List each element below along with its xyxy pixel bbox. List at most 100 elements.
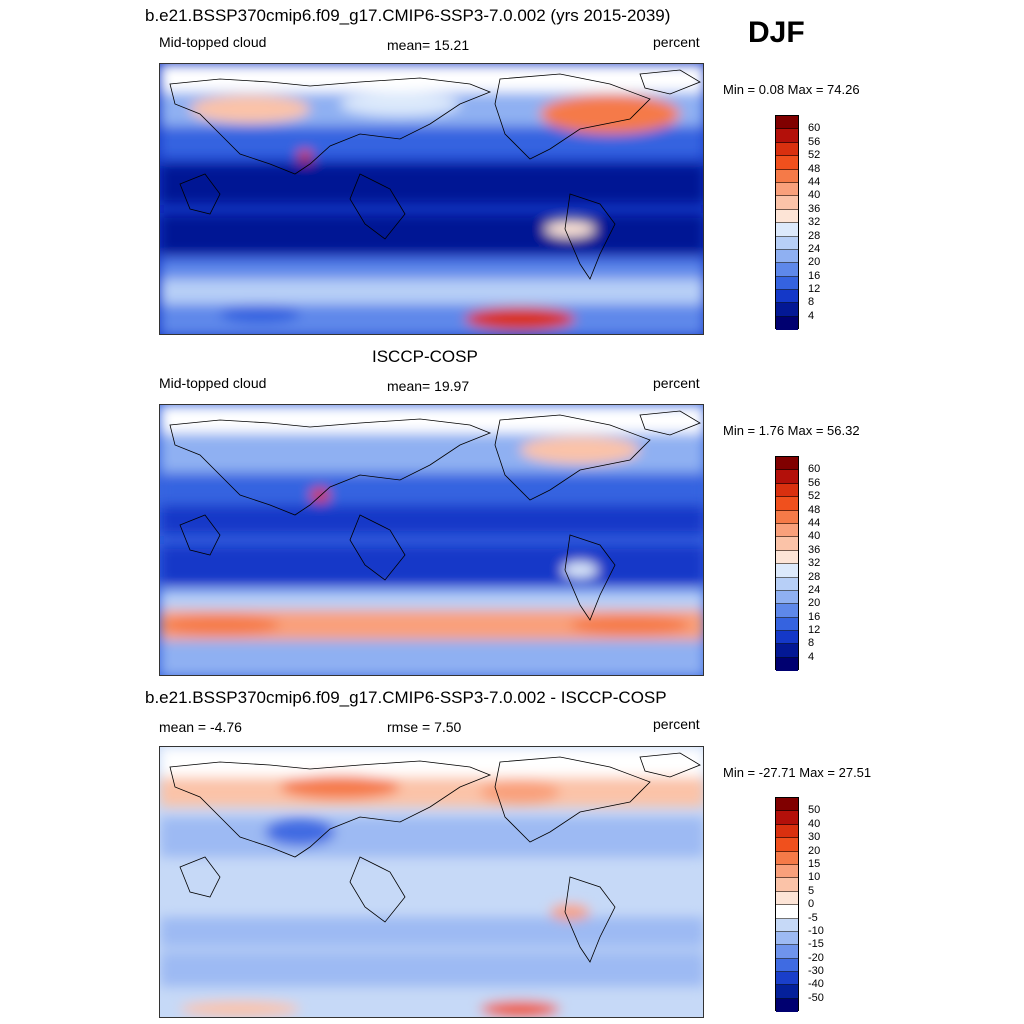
colorbar-segment [776, 236, 798, 250]
colorbar-tick-label: 52 [808, 490, 821, 502]
colorbar-segment [776, 824, 798, 839]
colorbar-segment [776, 537, 798, 551]
panel-2-map [159, 404, 704, 676]
colorbar-segment [776, 483, 798, 498]
colorbar-segment [776, 998, 798, 1013]
colorbar-tick-label: 20 [808, 845, 821, 857]
panel-1-center-label: mean= 15.21 [387, 37, 470, 53]
panel-1-colorbar [775, 115, 799, 331]
colorbar-tick-label: 32 [808, 557, 821, 569]
colorbar-tick-label: -20 [808, 952, 824, 964]
colorbar-segment [776, 182, 798, 197]
colorbar-tick-label: 52 [808, 149, 821, 161]
colorbar-segment [776, 798, 798, 812]
panel-1-title: b.e21.BSSP370cmip6.f09_g17.CMIP6-SSP3-7.… [145, 6, 671, 25]
colorbar-tick-label: 48 [808, 504, 821, 516]
colorbar-segment [776, 878, 798, 892]
panel-3-map [159, 746, 704, 1018]
colorbar-tick-label: 30 [808, 831, 821, 843]
colorbar-segment [776, 470, 798, 484]
colorbar-segment [776, 196, 798, 210]
colorbar-tick-label: 40 [808, 530, 821, 542]
colorbar-tick-label: -30 [808, 965, 824, 977]
colorbar-segment [776, 945, 798, 959]
panel-3-title: b.e21.BSSP370cmip6.f09_g17.CMIP6-SSP3-7.… [145, 688, 667, 707]
colorbar-segment [776, 604, 798, 618]
colorbar-tick-label: 15 [808, 858, 821, 870]
season-label: DJF [748, 16, 805, 49]
colorbar-tick-label: 12 [808, 283, 821, 295]
colorbar-segment [776, 891, 798, 906]
colorbar-segment [776, 276, 798, 291]
colorbar-segment [776, 249, 798, 264]
colorbar-tick-label: 44 [808, 176, 821, 188]
colorbar-tick-label: 20 [808, 597, 821, 609]
colorbar-tick-label: -40 [808, 978, 824, 990]
colorbar-tick-label: 0 [808, 898, 815, 910]
colorbar-segment [776, 263, 798, 277]
panel-2-right-label: percent [653, 375, 700, 391]
colorbar-tick-label: 44 [808, 517, 821, 529]
colorbar-segment [776, 550, 798, 565]
panel-2-title: ISCCP-COSP [372, 347, 478, 366]
colorbar-tick-label: 4 [808, 651, 815, 663]
colorbar-tick-label: 8 [808, 637, 815, 649]
colorbar-segment [776, 497, 798, 511]
colorbar-tick-label: 24 [808, 584, 821, 596]
panel-1-minmax: Min = 0.08 Max = 74.26 [723, 82, 860, 97]
colorbar-tick-label: 36 [808, 203, 821, 215]
panel-3-colorbar [775, 797, 799, 1013]
colorbar-segment [776, 644, 798, 658]
colorbar-segment [776, 985, 798, 999]
colorbar-segment [776, 657, 798, 672]
panel-1-left-label: Mid-topped cloud [159, 34, 267, 50]
colorbar-segment [776, 510, 798, 524]
colorbar-segment [776, 209, 798, 224]
panel-2-left-label: Mid-topped cloud [159, 375, 267, 391]
colorbar-tick-label: 4 [808, 310, 815, 322]
colorbar-tick-label: 24 [808, 243, 821, 255]
colorbar-segment [776, 905, 798, 919]
panel-3-map-field [160, 747, 703, 1017]
colorbar-tick-label: -10 [808, 925, 824, 937]
colorbar-segment [776, 129, 798, 143]
panel-3-center-label: rmse = 7.50 [387, 719, 462, 735]
panel-2-colorbar [775, 456, 799, 672]
colorbar-segment [776, 564, 798, 578]
colorbar-segment [776, 169, 798, 183]
panel-3-right-label: percent [653, 716, 700, 732]
colorbar-tick-label: -15 [808, 938, 824, 950]
colorbar-tick-label: 36 [808, 544, 821, 556]
colorbar-segment [776, 142, 798, 157]
colorbar-tick-label: 8 [808, 296, 815, 308]
colorbar-tick-label: 40 [808, 189, 821, 201]
colorbar-tick-label: 60 [808, 122, 821, 134]
panel-1-map-field [160, 64, 703, 334]
colorbar-tick-label: 12 [808, 624, 821, 636]
colorbar-tick-label: 20 [808, 256, 821, 268]
colorbar-segment [776, 156, 798, 170]
colorbar-tick-label: 60 [808, 463, 821, 475]
panel-2-center-label: mean= 19.97 [387, 378, 470, 394]
colorbar-segment [776, 223, 798, 237]
colorbar-segment [776, 303, 798, 317]
colorbar-segment [776, 811, 798, 825]
colorbar-segment [776, 864, 798, 879]
panel-2-minmax: Min = 1.76 Max = 56.32 [723, 423, 860, 438]
colorbar-tick-label: 16 [808, 611, 821, 623]
colorbar-segment [776, 631, 798, 645]
colorbar-segment [776, 316, 798, 331]
colorbar-tick-label: 56 [808, 136, 821, 148]
colorbar-segment [776, 931, 798, 946]
colorbar-tick-label: -5 [808, 912, 818, 924]
colorbar-segment [776, 523, 798, 538]
panel-2-map-field [160, 405, 703, 675]
colorbar-tick-label: 48 [808, 163, 821, 175]
colorbar-tick-label: 5 [808, 885, 815, 897]
colorbar-tick-label: 28 [808, 230, 821, 242]
panel-1-right-label: percent [653, 34, 700, 50]
colorbar-segment [776, 958, 798, 973]
panel-3-left-label: mean = -4.76 [159, 719, 242, 735]
colorbar-segment [776, 290, 798, 304]
colorbar-tick-label: -50 [808, 992, 824, 1004]
